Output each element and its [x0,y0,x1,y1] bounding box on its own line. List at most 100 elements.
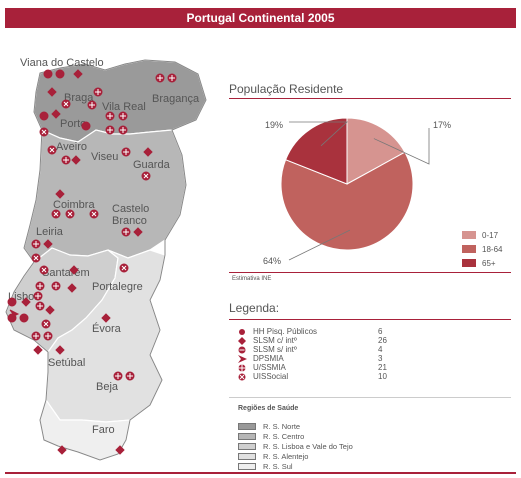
city-label-aveiro: Aveiro [56,141,87,153]
legend-item-count: 21 [378,363,387,372]
marker-diamond [45,305,55,315]
region-item: R. S. Lisboa e Vale do Tejo [238,441,353,451]
marker-diamond [133,227,143,237]
legend-title: Legenda: [229,301,280,315]
region-label: R. S. Alentejo [263,451,309,461]
marker-diamond [71,155,81,165]
city-label-lisboa: Lisboa [8,291,41,303]
pie-legend-label: 18-64 [482,244,503,254]
legend-table: HH Pisq. Públicos 6 SLSM c/ intº 26 SLSM s/ … [236,327,408,381]
city-label-braga: Braga [64,92,94,104]
marker-glyph-stroke [41,129,47,135]
pie-leader-line [289,121,349,147]
city-label-castelo-branco-2: Branco [112,215,147,227]
legend-item-count: 6 [378,327,383,336]
pie-legend-swatch [462,259,476,267]
pie-legend-label: 65+ [482,258,496,268]
dot-icon [236,328,248,336]
city-label-evora: Évora [92,322,122,335]
source-note: Estimativa INE [232,276,272,282]
region-item: R. S. Centro [238,431,353,441]
pie-leader-line [373,128,430,165]
marker-diamond [47,87,57,97]
region-swatch [238,442,256,450]
marker-glyph-stroke [43,321,49,327]
legend-item-label: U/SSMIA [253,363,286,372]
city-label-porto: Porto [60,118,86,130]
legend-item: UISSocial 10 [236,372,408,381]
city-label-beja: Beja [96,381,119,393]
legend-item-label: HH Pisq. Públicos [253,327,318,336]
pie-legend-item: 65+ [462,256,502,270]
pie-legend-item: 18-64 [462,242,502,256]
marker-diamond [33,345,43,355]
marker-dot [55,69,65,79]
bottom-rule [5,472,516,474]
city-label-coimbra: Coimbra [53,199,95,211]
legend-item: U/SSMIA 21 [236,363,408,372]
pie-slice [280,151,414,251]
city-label-faro: Faro [92,424,115,436]
marker-glyph-stroke [121,265,127,271]
diamond-icon [236,336,248,345]
regions-list: R. S. Norte R. S. Centro R. S. Lisboa e Va… [238,421,353,471]
pie-legend-label: 0-17 [482,230,499,240]
marker-glyph-stroke [91,211,97,217]
pie-data-label: 19% [265,120,283,130]
arrow-icon [236,354,248,363]
legend-item-count: 26 [378,336,387,345]
legend-item-label: DPSMIA [253,354,284,363]
marker-diamond [67,283,77,293]
legend-item-label: SLSM s/ intº [253,345,297,354]
region-label: R. S. Norte [263,421,301,431]
marker-diamond [115,445,125,455]
marker-dot [19,313,29,323]
region-label: R. S. Centro [263,431,305,441]
region-item: R. S. Norte [238,421,353,431]
legend-item-count: 3 [378,354,383,363]
legend-item: DPSMIA 3 [236,354,408,363]
region-item: R. S. Sul [238,461,353,471]
marker-glyph-stroke [41,267,47,273]
legend-item-count: 4 [378,345,383,354]
marker-diamond [51,109,61,119]
marker-diamond [73,69,83,79]
city-label-braganca: Bragança [152,93,200,105]
marker-diamond [101,313,111,323]
pie-slice [346,117,406,185]
population-rule [229,98,511,99]
pie-slice [284,117,348,185]
marker-diamond [21,297,31,307]
pie-data-label: 17% [433,120,451,130]
marker-dot [81,121,91,131]
portugal-map: Viana do Castelo Braga Vila Real Braganç… [5,57,207,461]
marker-dot [43,69,53,79]
legend-item: SLSM s/ intº 4 [236,345,408,354]
marker-dot [7,313,17,323]
city-label-santarem: Santarém [42,267,90,279]
circle-minus-icon [236,346,248,354]
city-label-castelo-branco-1: Castelo [112,203,149,215]
city-label-setubal: Setúbal [48,357,85,369]
marker-glyph-stroke [33,255,39,261]
marker-glyph-stroke [63,101,69,107]
region-label: R. S. Lisboa e Vale do Tejo [263,441,353,451]
pie-legend-swatch [462,245,476,253]
legend-item-label: SLSM c/ intº [253,336,297,345]
page-title: Portugal Continental 2005 [5,8,516,28]
circle-split-icon [236,364,248,372]
legend-item-count: 10 [378,372,387,381]
marker-glyph-stroke [67,211,73,217]
marker-diamond [55,189,65,199]
circle-x-icon [236,373,248,381]
marker-diamond [143,147,153,157]
pie-data-label: 64% [263,256,281,266]
city-label-portalegre: Portalegre [92,281,143,293]
marker-diamond [69,265,79,275]
pie-legend-item: 0-17 [462,228,502,242]
marker-dot [39,111,49,121]
marker-glyph-stroke [143,173,149,179]
legend-item-label: UISSocial [253,372,289,381]
country-border [5,59,207,461]
region-swatch [238,432,256,440]
